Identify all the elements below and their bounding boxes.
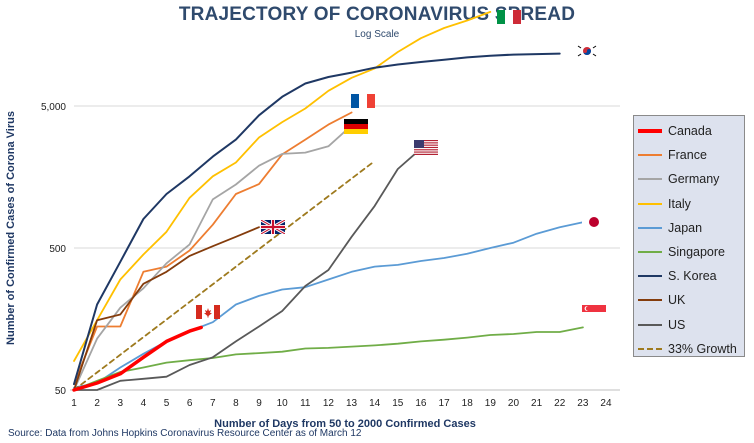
legend-item: UK xyxy=(638,288,744,312)
flag-s-korea-icon xyxy=(575,43,600,60)
legend-swatch xyxy=(638,129,662,134)
legend-label: US xyxy=(668,317,686,332)
flag-japan-icon xyxy=(582,214,607,231)
legend-item: Germany xyxy=(638,167,744,191)
legend-swatch xyxy=(638,299,662,302)
y-tick-label: 50 xyxy=(55,386,67,397)
flag-uk-icon xyxy=(260,220,285,235)
x-tick-label: 18 xyxy=(462,398,474,409)
series-line-singapore xyxy=(73,326,584,391)
axes: 1 2 3 4 5 6 7 8 9 10 11 12 13 14 15 16 17 18 19 20 21 22 23 24 xyxy=(70,389,620,409)
series-line-canada xyxy=(72,325,203,392)
legend-label: S. Korea xyxy=(668,269,717,284)
legend-label: Canada xyxy=(668,124,712,139)
chart-subtitle: Log Scale xyxy=(354,29,400,40)
legend-item: Japan xyxy=(638,216,744,240)
legend-item: S. Korea xyxy=(638,264,744,288)
flag-singapore-icon xyxy=(582,304,607,319)
x-tick-label: 23 xyxy=(577,398,589,409)
x-tick-label: 8 xyxy=(233,398,239,409)
legend-label: 33% Growth xyxy=(668,341,737,356)
x-tick-label: 6 xyxy=(187,398,193,409)
legend-item: Canada xyxy=(638,119,744,143)
x-tick-label: 22 xyxy=(554,398,566,409)
series-line-s-korea xyxy=(73,52,561,386)
x-tick-label: 17 xyxy=(439,398,451,409)
x-tick-label: 2 xyxy=(94,398,100,409)
x-tick-label: 19 xyxy=(485,398,497,409)
series-line-italy xyxy=(73,10,492,362)
x-tick-label: 5 xyxy=(164,398,170,409)
series-line-uk xyxy=(73,226,260,391)
legend-label: Japan xyxy=(668,220,703,235)
legend-swatch xyxy=(638,154,662,157)
legend-item: 33% Growth xyxy=(638,337,744,361)
legend-label: Germany xyxy=(668,172,720,187)
x-tick-label: 12 xyxy=(323,398,335,409)
legend: Canada France Germany Italy Japan Singapore S.… xyxy=(633,115,745,357)
legend-label: Italy xyxy=(668,196,691,211)
x-tick-label: 4 xyxy=(141,398,147,409)
x-tick-label: 20 xyxy=(508,398,520,409)
x-tick-label: 15 xyxy=(392,398,404,409)
series-line-us xyxy=(73,147,422,391)
series-layer xyxy=(72,10,584,392)
legend-swatch xyxy=(638,251,662,254)
series-line-germany xyxy=(73,124,353,391)
y-tick-label: 500 xyxy=(49,244,66,255)
legend-swatch xyxy=(638,202,662,205)
legend-swatch xyxy=(638,347,662,350)
y-axis-label: Number of Confirmed Cases of Corona Viru… xyxy=(5,111,17,345)
x-tick-label: 11 xyxy=(300,398,311,409)
legend-swatch xyxy=(638,323,662,326)
legend-item: Singapore xyxy=(638,240,744,264)
x-tick-label: 9 xyxy=(256,398,262,409)
flag-germany-icon xyxy=(344,118,369,134)
series-line-france xyxy=(73,111,353,386)
x-tick-label: 3 xyxy=(117,398,123,409)
x-tick-label: 10 xyxy=(277,398,289,409)
flag-us-icon xyxy=(413,140,438,156)
legend-swatch xyxy=(638,275,662,278)
flag-italy-icon xyxy=(496,10,521,25)
legend-item: France xyxy=(638,143,744,167)
x-tick-label: 1 xyxy=(71,398,77,409)
source-note: Source: Data from Johns Hopkins Coronavi… xyxy=(8,428,362,439)
legend-item: US xyxy=(638,313,744,337)
legend-swatch xyxy=(638,226,662,229)
y-tick-label: 5,000 xyxy=(41,102,66,113)
flag-france-icon xyxy=(351,94,376,109)
flag-canada-icon xyxy=(196,304,221,319)
x-axis-label: Number of Days from 50 to 2000 Confirmed… xyxy=(214,418,476,430)
x-tick-label: 24 xyxy=(600,398,612,409)
x-tick-label: 21 xyxy=(531,398,543,409)
x-tick-label: 14 xyxy=(369,398,381,409)
legend-label: UK xyxy=(668,293,686,308)
x-tick-label: 16 xyxy=(415,398,427,409)
x-tick-label: 13 xyxy=(346,398,358,409)
x-tick-label: 7 xyxy=(210,398,216,409)
legend-label: France xyxy=(668,148,707,163)
legend-label: Singapore xyxy=(668,245,725,260)
chart-title: TRAJECTORY OF CORONAVIRUS SPREAD xyxy=(178,4,576,25)
legend-swatch xyxy=(638,178,662,181)
legend-item: Italy xyxy=(638,192,744,216)
series-line-33-growth xyxy=(73,160,376,391)
